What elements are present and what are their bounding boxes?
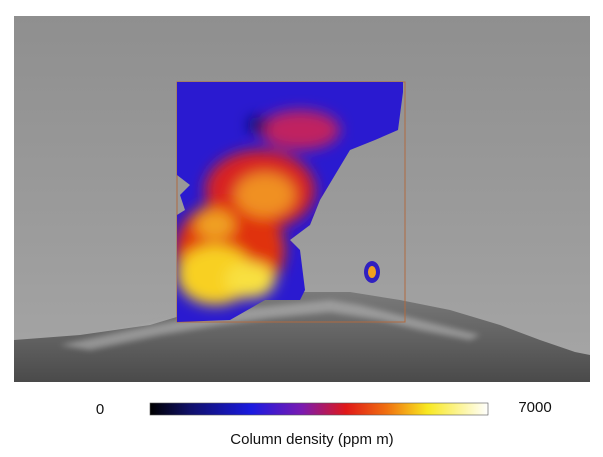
colorbar-max: 7000: [518, 399, 551, 416]
plume-patch: [235, 173, 295, 217]
colorbar-label: Column density (ppm m): [230, 431, 393, 448]
snow: [60, 300, 480, 350]
colorbar-min: 0: [96, 401, 104, 418]
plume-puff-core: [368, 266, 376, 278]
plume-patch: [195, 210, 235, 240]
volcano: [14, 292, 590, 382]
plume-patch: [248, 117, 268, 133]
plume-patch: [225, 262, 275, 298]
colorbar: [149, 402, 489, 416]
plume-patch: [260, 110, 340, 150]
